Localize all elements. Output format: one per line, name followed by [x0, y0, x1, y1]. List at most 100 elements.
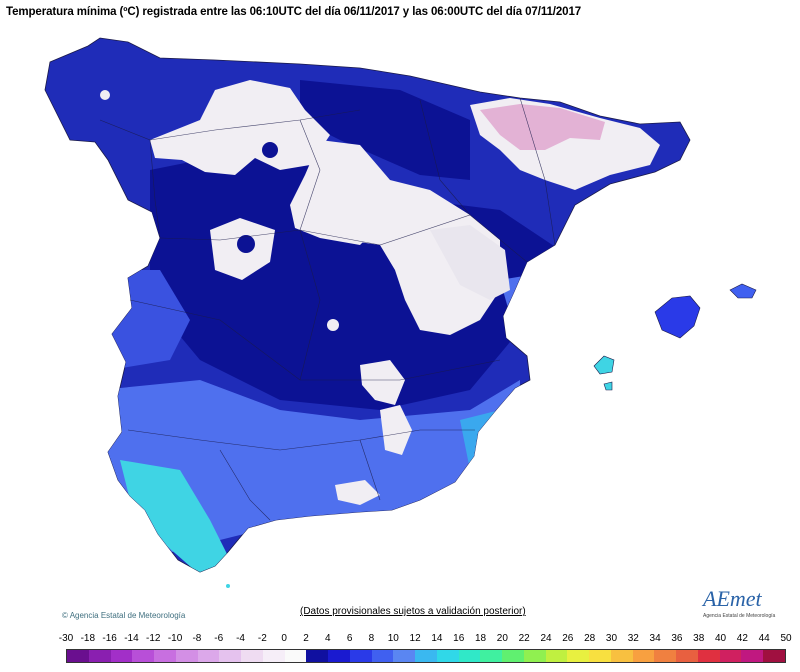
- frost-zone-gredos: [290, 205, 380, 245]
- map-title: Temperatura mínima (ºC) registrada entre…: [6, 6, 582, 18]
- frost-spot-2: [100, 90, 110, 100]
- ibiza: [593, 355, 615, 375]
- legend-label: 44: [758, 633, 770, 644]
- aemet-wordmark: AEmet: [703, 586, 762, 611]
- legend-label: -12: [146, 633, 161, 644]
- legend-label: 8: [368, 633, 375, 644]
- legend-label: 34: [649, 633, 661, 644]
- legend-swatch: [306, 650, 328, 662]
- legend-swatch: [175, 650, 198, 662]
- legend-swatch: [567, 650, 589, 662]
- temperature-map: [44, 37, 757, 588]
- formentera: [603, 381, 613, 391]
- legend-swatch: [262, 650, 285, 662]
- dark-spot-1: [262, 142, 278, 158]
- aemet-logo: AEmet Agencia Estatal de Meteorología: [703, 586, 775, 626]
- legend-swatch: [415, 650, 437, 662]
- legend-swatch: [719, 650, 742, 662]
- legend-swatch: [371, 650, 394, 662]
- frost-zone-baetic: [380, 405, 412, 455]
- balearic-islands: [593, 283, 757, 391]
- copyright-notice: © Agencia Estatal de Meteorología: [62, 611, 185, 620]
- legend-label: 30: [605, 633, 618, 644]
- cyan-coast-south: [120, 460, 230, 572]
- legend-swatch: [132, 650, 154, 662]
- legend-label: 20: [496, 633, 508, 644]
- legend-swatch: [349, 650, 372, 662]
- temperature-fields: [100, 80, 660, 572]
- legend-swatch: [589, 650, 611, 662]
- legend-label: -2: [257, 633, 267, 644]
- frost-zone-cuenca: [360, 360, 405, 405]
- legend-swatch: [654, 650, 676, 662]
- legend-label: 18: [474, 633, 487, 644]
- legend-swatch: [88, 650, 111, 662]
- copyright-icon: ©: [62, 611, 68, 620]
- legend-label: 14: [431, 633, 443, 644]
- provisional-data-note: (Datos provisionales sujetos a validació…: [300, 606, 526, 617]
- legend-label: 4: [325, 633, 331, 644]
- legend-swatch: [741, 650, 763, 662]
- legend-label: -10: [167, 633, 183, 644]
- legend-swatch: [697, 650, 720, 662]
- legend-labels: -30 -18 -16 -14 -12 -10 -8 -6 -4 -2 0 2 4 6 8 10 12 14 16 1…: [0, 633, 800, 647]
- legend-label: 42: [736, 633, 748, 644]
- legend-label: 2: [303, 633, 309, 644]
- pink-zone-pyrenees: [480, 104, 605, 150]
- legend-swatch: [632, 650, 655, 662]
- legend-label: -30: [58, 633, 74, 644]
- legend-swatch: [67, 650, 89, 662]
- legend-swatch: [110, 650, 133, 662]
- frost-zone-sierra-nevada: [335, 480, 380, 505]
- legend-swatch: [763, 650, 785, 662]
- legend-swatch: [610, 650, 633, 662]
- dark-blue-zone-north: [300, 80, 470, 180]
- legend-label: -16: [102, 633, 117, 644]
- legend-label: -18: [80, 633, 96, 644]
- frost-zone-northwest: [150, 80, 330, 175]
- legend-label: -6: [214, 633, 224, 644]
- legend-swatch: [284, 650, 307, 662]
- legend-swatch: [523, 650, 546, 662]
- legend-label: 10: [387, 633, 399, 644]
- legend-swatch: [480, 650, 502, 662]
- legend-label: 0: [281, 633, 287, 644]
- legend-label: 40: [714, 633, 727, 644]
- legend-label: 50: [780, 633, 792, 644]
- legend-label: 36: [671, 633, 683, 644]
- legend-swatch: [154, 650, 176, 662]
- aemet-logo-subtitle: Agencia Estatal de Meteorología: [703, 613, 776, 619]
- mallorca: [654, 295, 701, 339]
- legend-swatch: [197, 650, 220, 662]
- legend-label: -4: [236, 633, 245, 644]
- dark-spot-2: [237, 235, 255, 253]
- legend-label: 28: [584, 633, 596, 644]
- legend-swatch: [328, 650, 350, 662]
- legend-swatch: [502, 650, 524, 662]
- menorca: [729, 283, 757, 299]
- legend-swatch: [458, 650, 481, 662]
- legend-label: -14: [124, 633, 139, 644]
- legend-label: 38: [693, 633, 705, 644]
- legend-color-scale: [66, 649, 786, 663]
- legend-label: -8: [192, 633, 202, 644]
- legend-label: 12: [409, 633, 421, 644]
- frost-zone-iberico: [430, 225, 510, 300]
- legend-label: 22: [518, 633, 530, 644]
- legend-swatch: [545, 650, 568, 662]
- legend-label: 16: [453, 633, 465, 644]
- regional-borders: [99, 97, 556, 521]
- frost-spot-1: [327, 319, 339, 331]
- legend-swatch: [219, 650, 241, 662]
- legend-swatch: [241, 650, 263, 662]
- legend-label: 32: [627, 633, 639, 644]
- ceuta-mark: [226, 584, 230, 588]
- legend-label: 24: [540, 633, 552, 644]
- legend-label: 6: [346, 633, 353, 644]
- legend-label: 26: [562, 633, 574, 644]
- legend-swatch: [436, 650, 459, 662]
- legend-swatch: [393, 650, 415, 662]
- legend-swatch: [676, 650, 698, 662]
- copyright-label: Agencia Estatal de Meteorología: [69, 611, 186, 620]
- frost-zone-center: [290, 140, 500, 335]
